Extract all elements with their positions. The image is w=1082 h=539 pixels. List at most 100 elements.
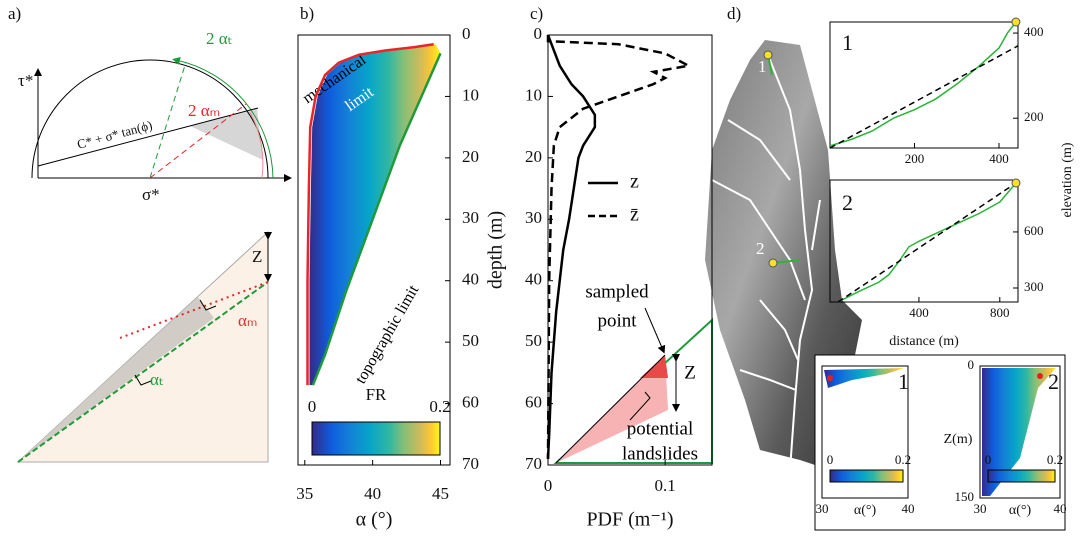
x-tick-label: 30 bbox=[974, 501, 987, 516]
series-line bbox=[306, 42, 434, 386]
slide-wedge bbox=[18, 297, 214, 462]
y-tick-label: 600 bbox=[1024, 223, 1044, 238]
mech-line bbox=[119, 281, 269, 339]
x-axis-label: α (°) bbox=[356, 509, 393, 531]
colorbar-tick-label: 0 bbox=[308, 397, 317, 416]
envelope-label: C* + σ* tan(ϕ) bbox=[75, 117, 153, 151]
panel-label: 1 bbox=[842, 30, 853, 55]
panel-label: c) bbox=[530, 4, 543, 23]
red-dashed bbox=[149, 103, 247, 179]
colorbar-tick-label: 0.2 bbox=[1047, 452, 1063, 467]
x-tick-label: 40 bbox=[1054, 501, 1067, 516]
x-tick-label: 0 bbox=[544, 476, 553, 495]
y-tick-label: 0 bbox=[462, 24, 471, 43]
sigma-label: σ* bbox=[142, 185, 160, 204]
panel-label: 2 bbox=[1048, 369, 1059, 394]
colorbar-tick-label: 0.2 bbox=[429, 397, 450, 416]
gray-zone bbox=[190, 108, 263, 160]
y-tick-label: 400 bbox=[1024, 24, 1044, 39]
y-tick-label: 50 bbox=[462, 331, 479, 350]
x-tick-label: 40 bbox=[902, 501, 915, 516]
angle-mark bbox=[199, 299, 217, 311]
y-tick-label: 150 bbox=[955, 489, 975, 504]
x-axis-label: α(°) bbox=[854, 503, 877, 518]
legend-label: z bbox=[630, 171, 639, 193]
plot-frame bbox=[979, 365, 1061, 499]
x-tick-label: 400 bbox=[909, 305, 929, 320]
series-line bbox=[546, 34, 597, 459]
annotation: potential bbox=[627, 418, 693, 439]
plot-frame bbox=[547, 34, 713, 466]
sample-dot bbox=[827, 375, 833, 381]
x-tick-label: 35 bbox=[296, 484, 313, 503]
pointer bbox=[629, 391, 651, 421]
plot-frame bbox=[821, 365, 909, 499]
x-tick-label: 800 bbox=[990, 305, 1010, 320]
y-axis-label: elevation (m) bbox=[1060, 142, 1075, 217]
plot-frame bbox=[829, 179, 1019, 303]
heat-field bbox=[824, 368, 904, 388]
y-tick-label: 20 bbox=[462, 147, 479, 166]
y-tick-label: 70 bbox=[462, 454, 479, 473]
y-tick-label: 40 bbox=[462, 270, 479, 289]
sample-dot bbox=[1037, 373, 1043, 379]
annotation: topographic limit bbox=[352, 282, 422, 387]
panel-a: a) τ* σ* C* + σ* tan(ϕ) 2 αₜ 2 αₘ Z αₘ α… bbox=[8, 4, 292, 463]
colorbar-tick-label: 0.2 bbox=[895, 452, 911, 467]
alpha-t-label: 2 αₜ bbox=[206, 29, 233, 48]
end-dot bbox=[1011, 17, 1021, 27]
colorbar-tick-label: 0 bbox=[985, 452, 992, 467]
y-tick-label: 30 bbox=[462, 208, 479, 227]
panel-label: 2 bbox=[842, 190, 853, 215]
panel-label: d) bbox=[727, 4, 741, 23]
landslide-zone bbox=[556, 355, 668, 463]
green-arc bbox=[172, 56, 274, 179]
x-tick-label: 45 bbox=[432, 484, 449, 503]
y-axis-label: depth (m) bbox=[485, 211, 507, 289]
series-line bbox=[837, 182, 1017, 303]
panel-label: 1 bbox=[898, 369, 909, 394]
profile-trace bbox=[772, 259, 801, 264]
plot-frame bbox=[829, 21, 1019, 149]
x-axis-label: PDF (m⁻¹) bbox=[586, 509, 673, 531]
y-axis-label: Z(m) bbox=[944, 432, 973, 447]
pointer bbox=[644, 307, 666, 354]
site-dot bbox=[768, 258, 778, 268]
surface bbox=[555, 354, 666, 464]
y-tick-label: 20 bbox=[525, 147, 542, 166]
envelope-line bbox=[37, 107, 259, 167]
series-line bbox=[837, 182, 1017, 303]
series-line bbox=[829, 21, 1017, 147]
angle-mark bbox=[134, 374, 152, 386]
mohr-circle bbox=[31, 59, 269, 179]
y-tick-label: 10 bbox=[525, 85, 542, 104]
colorbar-label: FR bbox=[366, 385, 387, 404]
y-tick-label: 0 bbox=[534, 24, 543, 43]
red-arc bbox=[249, 111, 264, 179]
legend-label: z̄ bbox=[630, 204, 639, 226]
slope bbox=[16, 230, 269, 463]
series-line bbox=[829, 45, 1019, 149]
y-tick-label: 300 bbox=[1024, 279, 1044, 294]
x-axis-label: distance (m) bbox=[889, 334, 959, 349]
y-tick-label: 60 bbox=[525, 392, 542, 411]
panel-label: b) bbox=[300, 4, 314, 23]
y-tick-label: 70 bbox=[525, 454, 542, 473]
topo-line bbox=[17, 281, 269, 463]
y-tick-label: 60 bbox=[462, 392, 479, 411]
y-tick-label: 200 bbox=[1024, 109, 1044, 124]
series-line bbox=[311, 52, 442, 386]
tau-label: τ* bbox=[18, 71, 33, 90]
annotation: Z bbox=[684, 362, 696, 383]
green-dashed bbox=[149, 61, 187, 179]
alpha-m: αₘ bbox=[238, 311, 258, 330]
annotation: landslides bbox=[622, 443, 698, 464]
annotation: sampled bbox=[585, 281, 649, 302]
end-dot bbox=[1011, 178, 1021, 188]
z-label: Z bbox=[252, 247, 262, 266]
inset-sketch bbox=[553, 307, 713, 464]
x-tick-label: 40 bbox=[364, 484, 381, 503]
y-tick-label: 40 bbox=[525, 270, 542, 289]
panel-label: a) bbox=[8, 4, 21, 23]
